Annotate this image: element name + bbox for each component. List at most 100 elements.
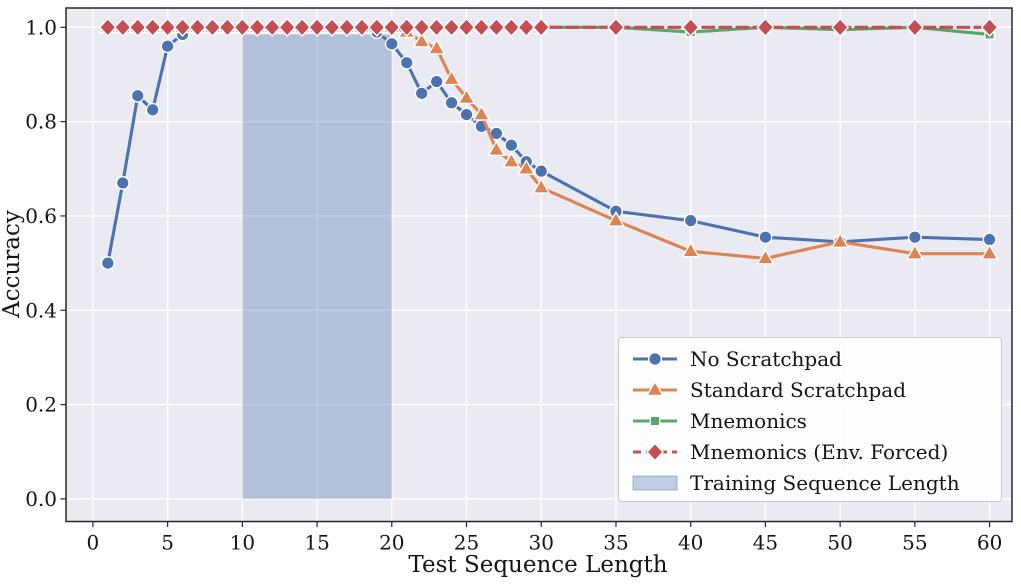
circle-marker	[534, 164, 549, 179]
legend-label: Mnemonics	[690, 408, 807, 433]
diamond-marker	[173, 17, 192, 37]
triangle-marker	[502, 151, 521, 168]
diamond-marker	[457, 17, 476, 37]
y-tick-label: 0.2	[25, 393, 57, 417]
circle-marker	[758, 230, 773, 245]
triangle-marker	[472, 104, 491, 121]
legend-item-no-scratchpad: No Scratchpad	[631, 343, 1001, 374]
mnemonics-env-forced-line-swatch	[633, 441, 677, 462]
diamond-marker	[263, 17, 282, 37]
diamond-marker	[980, 17, 999, 37]
x-tick-label: 15	[304, 531, 329, 555]
diamond-marker	[113, 17, 132, 37]
triangle-marker	[756, 248, 775, 265]
x-tick-label: 20	[379, 531, 404, 555]
diamond-marker	[382, 17, 401, 37]
diamond-marker	[756, 17, 775, 37]
triangle-marker	[487, 140, 506, 157]
diamond-marker	[203, 17, 222, 37]
circle-marker	[429, 74, 444, 89]
diamond-marker	[502, 17, 521, 37]
triangle-marker	[645, 379, 665, 396]
diamond-marker	[158, 17, 177, 37]
standard-scratchpad-line-swatch	[633, 379, 677, 396]
legend-item-training-sequence-length: Training Sequence Length	[631, 467, 1001, 498]
diamond-marker	[681, 17, 700, 37]
diamond-marker	[352, 17, 371, 37]
diamond-marker	[218, 17, 237, 37]
diamond-marker	[517, 17, 536, 37]
circle-marker	[444, 95, 459, 110]
circle-marker	[145, 102, 160, 117]
triangle-marker	[905, 243, 924, 260]
y-tick-label: 0.8	[25, 110, 57, 134]
diamond-marker	[487, 17, 506, 37]
x-tick-label: 0	[87, 531, 100, 555]
legend-label: Mnemonics (Env. Forced)	[690, 439, 949, 464]
x-tick-label: 35	[603, 531, 628, 555]
circle-marker	[648, 351, 663, 366]
circle-marker	[414, 86, 429, 101]
x-tick-label: 50	[827, 531, 852, 555]
circle-marker	[130, 88, 145, 103]
circle-marker	[160, 39, 175, 54]
training-sequence-length-patch-swatch	[632, 475, 678, 490]
diamond-marker	[233, 17, 252, 37]
legend-item-standard-scratchpad: Standard Scratchpad	[631, 374, 1001, 405]
triangle-marker	[532, 177, 551, 194]
x-tick-label: 30	[529, 531, 554, 555]
y-axis-label: Accuracy	[0, 210, 25, 318]
y-tick-label: 0.4	[25, 298, 57, 322]
circle-marker	[504, 138, 519, 153]
triangle-marker	[606, 210, 626, 227]
diamond-marker	[427, 17, 446, 37]
x-tick-label: 5	[161, 531, 174, 555]
diamond-marker	[278, 17, 297, 37]
diamond-marker	[412, 17, 431, 37]
diamond-marker	[905, 17, 924, 37]
diamond-marker	[472, 17, 491, 37]
circle-marker	[115, 175, 130, 190]
diamond-marker	[188, 17, 207, 37]
legend-item-mnemonics: Mnemonics	[631, 405, 1001, 436]
y-tick-label: 0.6	[25, 204, 57, 228]
y-tick-label: 0.0	[25, 487, 57, 511]
triangle-marker	[412, 31, 431, 48]
series-mnemonics-env-forced	[98, 17, 999, 37]
legend-label: No Scratchpad	[690, 346, 842, 371]
no-scratchpad-line-swatch	[633, 351, 677, 366]
x-axis-label: Test Sequence Length	[408, 552, 668, 578]
plot-spines	[65, 7, 1013, 523]
diamond-marker	[308, 17, 327, 37]
x-tick-label: 10	[230, 531, 255, 555]
triangle-marker	[681, 241, 700, 258]
triangle-marker	[442, 69, 461, 86]
circle-marker	[683, 213, 698, 228]
legend-label: Standard Scratchpad	[690, 377, 907, 402]
x-tick-label: 40	[678, 531, 703, 555]
x-tick-label: 60	[977, 531, 1002, 555]
legend: No Scratchpad Standard Scratchpad Mnemon…	[618, 337, 1002, 502]
square-marker	[649, 415, 661, 426]
diamond-marker	[397, 17, 416, 37]
diamond-marker	[248, 17, 267, 37]
circle-marker	[384, 36, 399, 51]
diamond-marker	[831, 17, 850, 37]
circle-marker	[907, 230, 922, 245]
x-tick-label: 25	[454, 531, 479, 555]
mnemonics-line-swatch	[633, 415, 677, 426]
training-sequence-band	[242, 34, 392, 499]
circle-marker	[399, 55, 414, 70]
diamond-marker	[532, 17, 551, 37]
legend-label: Training Sequence Length	[690, 470, 960, 495]
diamond-marker	[607, 17, 625, 37]
diamond-marker	[143, 17, 162, 37]
diamond-marker	[323, 17, 341, 37]
triangle-marker	[517, 158, 536, 175]
diamond-marker	[367, 17, 386, 37]
legend-item-mnemonics-env-forced: Mnemonics (Env. Forced)	[631, 436, 1001, 467]
x-tick-label: 45	[753, 531, 778, 555]
diamond-marker	[338, 17, 356, 37]
